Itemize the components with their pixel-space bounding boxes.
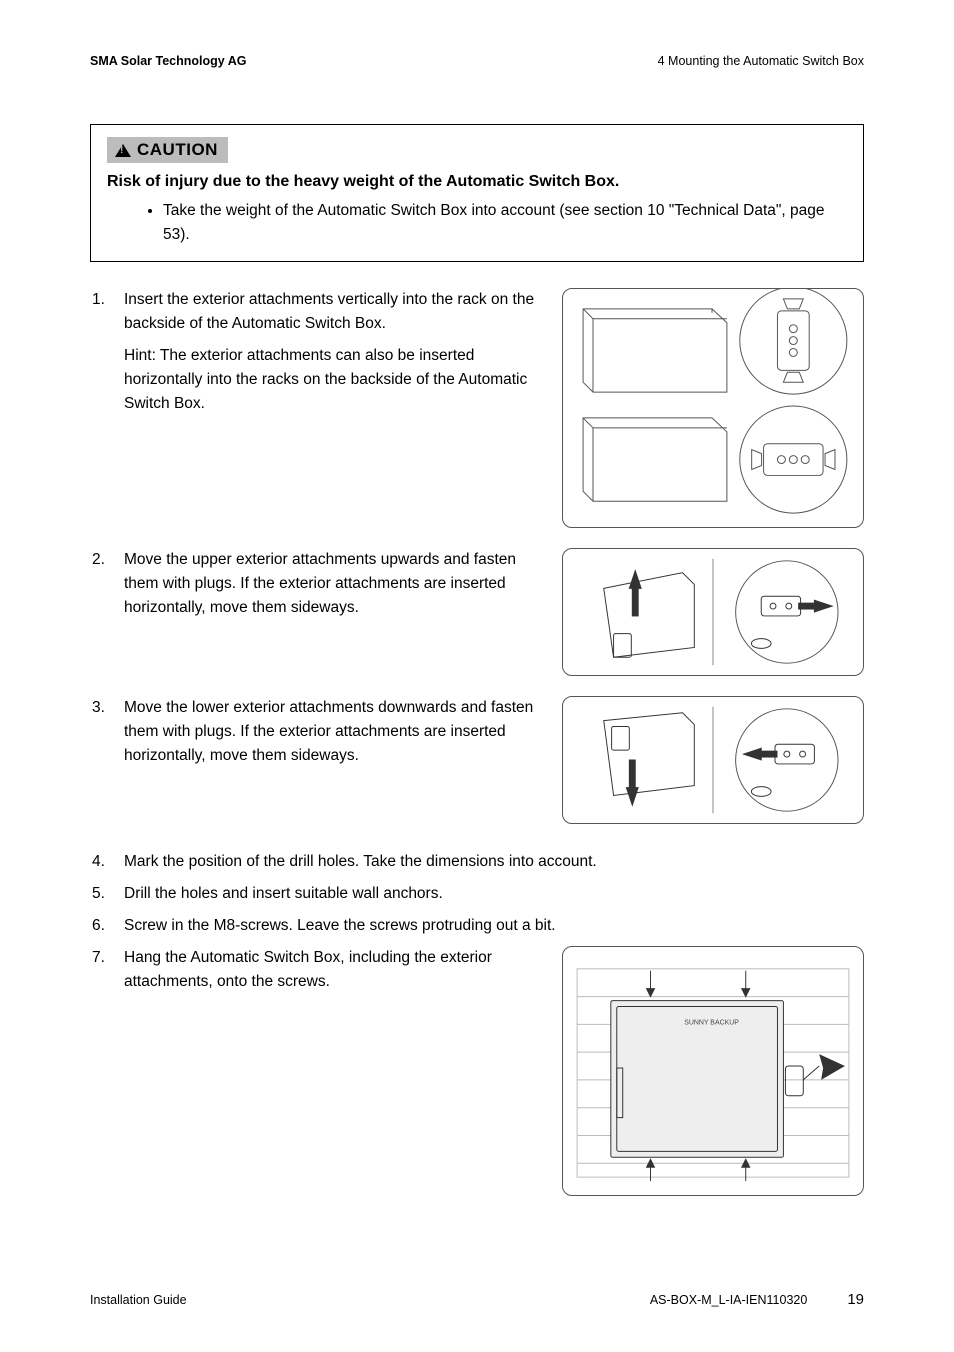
step-text: Mark the position of the drill holes. Ta… bbox=[124, 850, 864, 874]
warning-triangle-icon bbox=[115, 144, 131, 157]
page-footer: Installation Guide AS-BOX-M_L-IA-IEN1103… bbox=[90, 1291, 864, 1308]
step-number: 1. bbox=[90, 288, 124, 416]
step-4: 4. Mark the position of the drill holes.… bbox=[90, 850, 864, 874]
step-3: 3. Move the lower exterior attachments d… bbox=[90, 696, 864, 824]
step-figure bbox=[562, 696, 864, 824]
step-figure bbox=[562, 548, 864, 676]
step-text: Move the lower exterior attachments down… bbox=[124, 696, 562, 768]
step-hint: Hint: The exterior attachments can also … bbox=[124, 344, 548, 416]
step-text: Hang the Automatic Switch Box, including… bbox=[124, 946, 562, 994]
figure-step1 bbox=[562, 288, 864, 528]
svg-text:SUNNY BACKUP: SUNNY BACKUP bbox=[684, 1019, 739, 1026]
caution-box: CAUTION Risk of injury due to the heavy … bbox=[90, 124, 864, 262]
step-1: 1. Insert the exterior attachments verti… bbox=[90, 288, 864, 528]
step-number: 7. bbox=[90, 946, 124, 994]
step-number: 2. bbox=[90, 548, 124, 620]
figure-step3 bbox=[562, 696, 864, 824]
step-7: 7. Hang the Automatic Switch Box, includ… bbox=[90, 946, 864, 1196]
footer-doc-type: Installation Guide bbox=[90, 1293, 187, 1307]
steps-illustrated: 1. Insert the exterior attachments verti… bbox=[90, 288, 864, 824]
figure-step2 bbox=[562, 548, 864, 676]
step-7-block: 7. Hang the Automatic Switch Box, includ… bbox=[90, 946, 864, 1196]
step-text: Screw in the M8-screws. Leave the screws… bbox=[124, 914, 864, 938]
footer-doc-id: AS-BOX-M_L-IA-IEN110320 bbox=[650, 1293, 807, 1307]
step-2: 2. Move the upper exterior attachments u… bbox=[90, 548, 864, 676]
caution-list: Take the weight of the Automatic Switch … bbox=[107, 199, 847, 247]
steps-plain: 4. Mark the position of the drill holes.… bbox=[90, 850, 864, 938]
step-figure: SUNNY BACKUP bbox=[562, 946, 864, 1196]
step-number: 5. bbox=[90, 882, 124, 906]
step-number: 6. bbox=[90, 914, 124, 938]
step-text: Move the upper exterior attachments upwa… bbox=[124, 548, 562, 620]
header-section: 4 Mounting the Automatic Switch Box bbox=[658, 54, 864, 68]
caution-word: CAUTION bbox=[137, 140, 218, 160]
step-text: Insert the exterior attachments vertical… bbox=[124, 288, 548, 336]
page-header: SMA Solar Technology AG 4 Mounting the A… bbox=[90, 54, 864, 68]
step-figure bbox=[562, 288, 864, 528]
caution-heading: Risk of injury due to the heavy weight o… bbox=[107, 173, 847, 191]
figure-step7: SUNNY BACKUP bbox=[562, 946, 864, 1196]
step-number: 4. bbox=[90, 850, 124, 874]
step-number: 3. bbox=[90, 696, 124, 768]
caution-bullet: Take the weight of the Automatic Switch … bbox=[163, 199, 847, 247]
step-5: 5. Drill the holes and insert suitable w… bbox=[90, 882, 864, 906]
step-6: 6. Screw in the M8-screws. Leave the scr… bbox=[90, 914, 864, 938]
step-text: Drill the holes and insert suitable wall… bbox=[124, 882, 864, 906]
caution-label: CAUTION bbox=[107, 137, 228, 163]
footer-page-number: 19 bbox=[847, 1291, 864, 1308]
header-company: SMA Solar Technology AG bbox=[90, 54, 247, 68]
